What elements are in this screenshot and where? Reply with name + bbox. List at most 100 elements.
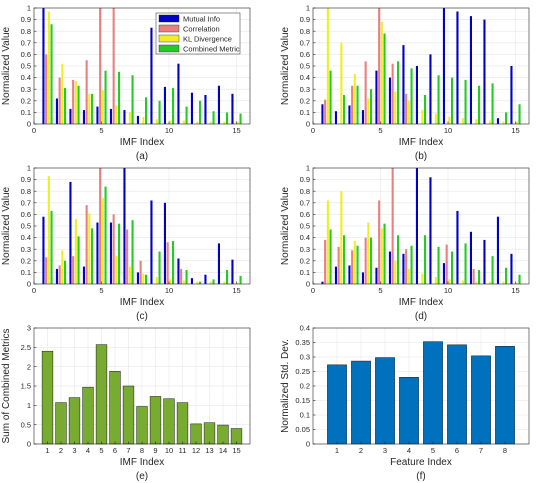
x-tick-label: 5 — [99, 446, 103, 455]
bar-correlation — [378, 8, 381, 124]
panel-e-ylabel: Sum of Combined Metrics — [1, 328, 12, 443]
bar-kl-divergence — [326, 8, 329, 124]
panel-d: 00.10.20.30.40.50.60.70.80.910 5 10 15 IMF … — [280, 164, 530, 322]
x-tick-label: 0 — [32, 126, 36, 135]
bar-combined-metric — [64, 260, 67, 284]
y-tick-label: 1 — [27, 401, 31, 410]
x-tick-label: 10 — [165, 446, 173, 455]
bar-combined-metric — [397, 235, 400, 284]
bar-combined-metric — [424, 95, 427, 124]
bar-mutual-info — [190, 92, 193, 124]
y-tick-label: 0.7 — [21, 198, 31, 207]
bar-mutual-info — [361, 110, 364, 124]
bar-combined-metric — [50, 24, 53, 125]
bar-mutual-info — [109, 108, 112, 124]
bar-combined-metric — [118, 223, 121, 284]
bar-combined-metric — [343, 95, 346, 124]
bar-kl-divergence — [515, 282, 518, 284]
bar-mutual-info — [415, 168, 418, 284]
y-tick-label: 0.8 — [21, 27, 31, 36]
bar-correlation — [337, 246, 340, 284]
bar-combined-metric — [491, 83, 494, 124]
bar-combined-metric — [437, 75, 440, 124]
bar-kl-divergence — [407, 100, 410, 124]
bar-kl-divergence — [101, 90, 104, 124]
bar-kl-divergence — [488, 281, 491, 284]
legend-label-kl-divergence: KL Divergence — [183, 35, 232, 44]
y-tick-label: 3 — [27, 324, 31, 333]
bar — [423, 341, 443, 445]
bar-correlation — [405, 249, 408, 284]
x-tick-label: 2 — [59, 446, 63, 455]
bar-combined-metric — [77, 85, 80, 124]
y-tick-label: 0.4 — [300, 73, 310, 82]
x-tick-label: 13 — [205, 446, 213, 455]
panel-a-ylabel: Normalized Value — [1, 26, 12, 105]
y-tick-label: 0 — [306, 280, 310, 289]
bar-mutual-info — [82, 110, 85, 124]
y-tick-label: 0.6 — [300, 210, 310, 219]
panel-e-label: (e) — [136, 471, 148, 482]
bar-combined-metric — [451, 77, 454, 124]
bar-correlation — [45, 257, 48, 284]
y-tick-label: 0.4 — [300, 324, 310, 333]
x-tick-label: 6 — [455, 446, 459, 455]
legend-label-mutual-info: Mutual Info — [183, 15, 220, 24]
bar — [399, 377, 419, 445]
bar — [327, 364, 347, 445]
bar — [109, 371, 121, 445]
bar-kl-divergence — [502, 121, 505, 124]
y-tick-label: 1 — [27, 164, 31, 173]
y-tick-label: 0.5 — [300, 62, 310, 71]
bar-kl-divergence — [74, 81, 77, 124]
panel-f-label: (f) — [416, 471, 425, 482]
panel-c-xlabel: IMF Index — [120, 297, 164, 308]
bar-kl-divergence — [142, 273, 145, 284]
x-tick-label: 11 — [179, 446, 187, 455]
y-tick-label: 0.3 — [300, 85, 310, 94]
bar-combined-metric — [343, 235, 346, 284]
panel-c-label: (c) — [136, 311, 148, 322]
bar-mutual-info — [136, 115, 139, 124]
bar-mutual-info — [442, 263, 445, 284]
y-tick-label: 0.2 — [21, 256, 31, 265]
bar-kl-divergence — [47, 176, 50, 284]
bar-mutual-info — [321, 104, 324, 124]
bar-combined-metric — [370, 89, 373, 124]
bar-correlation — [364, 237, 367, 284]
panel-a: 00.10.20.30.40.50.60.70.80.910 5 10 15 IMF … — [1, 4, 251, 162]
bar — [351, 360, 371, 445]
y-tick-label: 0 — [27, 440, 31, 449]
bar-kl-divergence — [434, 113, 437, 124]
bar-combined-metric — [383, 33, 386, 124]
bar-kl-divergence — [448, 117, 451, 124]
bar-kl-divergence — [182, 120, 185, 124]
bar-kl-divergence — [367, 222, 370, 284]
bar-correlation — [58, 265, 61, 284]
bar-correlation — [72, 79, 75, 124]
y-tick-label: 0.2 — [300, 96, 310, 105]
x-tick-label: 9 — [153, 446, 157, 455]
bar-combined-metric — [104, 70, 107, 124]
bar-mutual-info — [496, 216, 499, 284]
panel-b: 00.10.20.30.40.50.60.70.80.910 5 10 15 IMF … — [280, 4, 530, 162]
bar-kl-divergence — [407, 268, 410, 284]
bar-correlation — [112, 8, 115, 124]
bar-kl-divergence — [115, 105, 118, 124]
bar-mutual-info — [388, 77, 391, 124]
bar-mutual-info — [415, 66, 418, 124]
bar-mutual-info — [69, 181, 72, 284]
bar-kl-divergence — [340, 42, 343, 124]
bar-combined-metric — [356, 85, 359, 124]
y-tick-label: 0.6 — [21, 50, 31, 59]
bar-correlation — [391, 63, 394, 124]
y-tick-label: 1 — [306, 4, 310, 13]
bar-mutual-info — [510, 66, 513, 124]
bar-mutual-info — [496, 118, 499, 124]
bar-kl-divergence — [88, 213, 91, 284]
bar-mutual-info — [150, 27, 153, 124]
bar-mutual-info — [55, 98, 58, 124]
bar-correlation — [445, 244, 448, 284]
bar — [68, 397, 81, 445]
bar-kl-divergence — [353, 241, 356, 284]
